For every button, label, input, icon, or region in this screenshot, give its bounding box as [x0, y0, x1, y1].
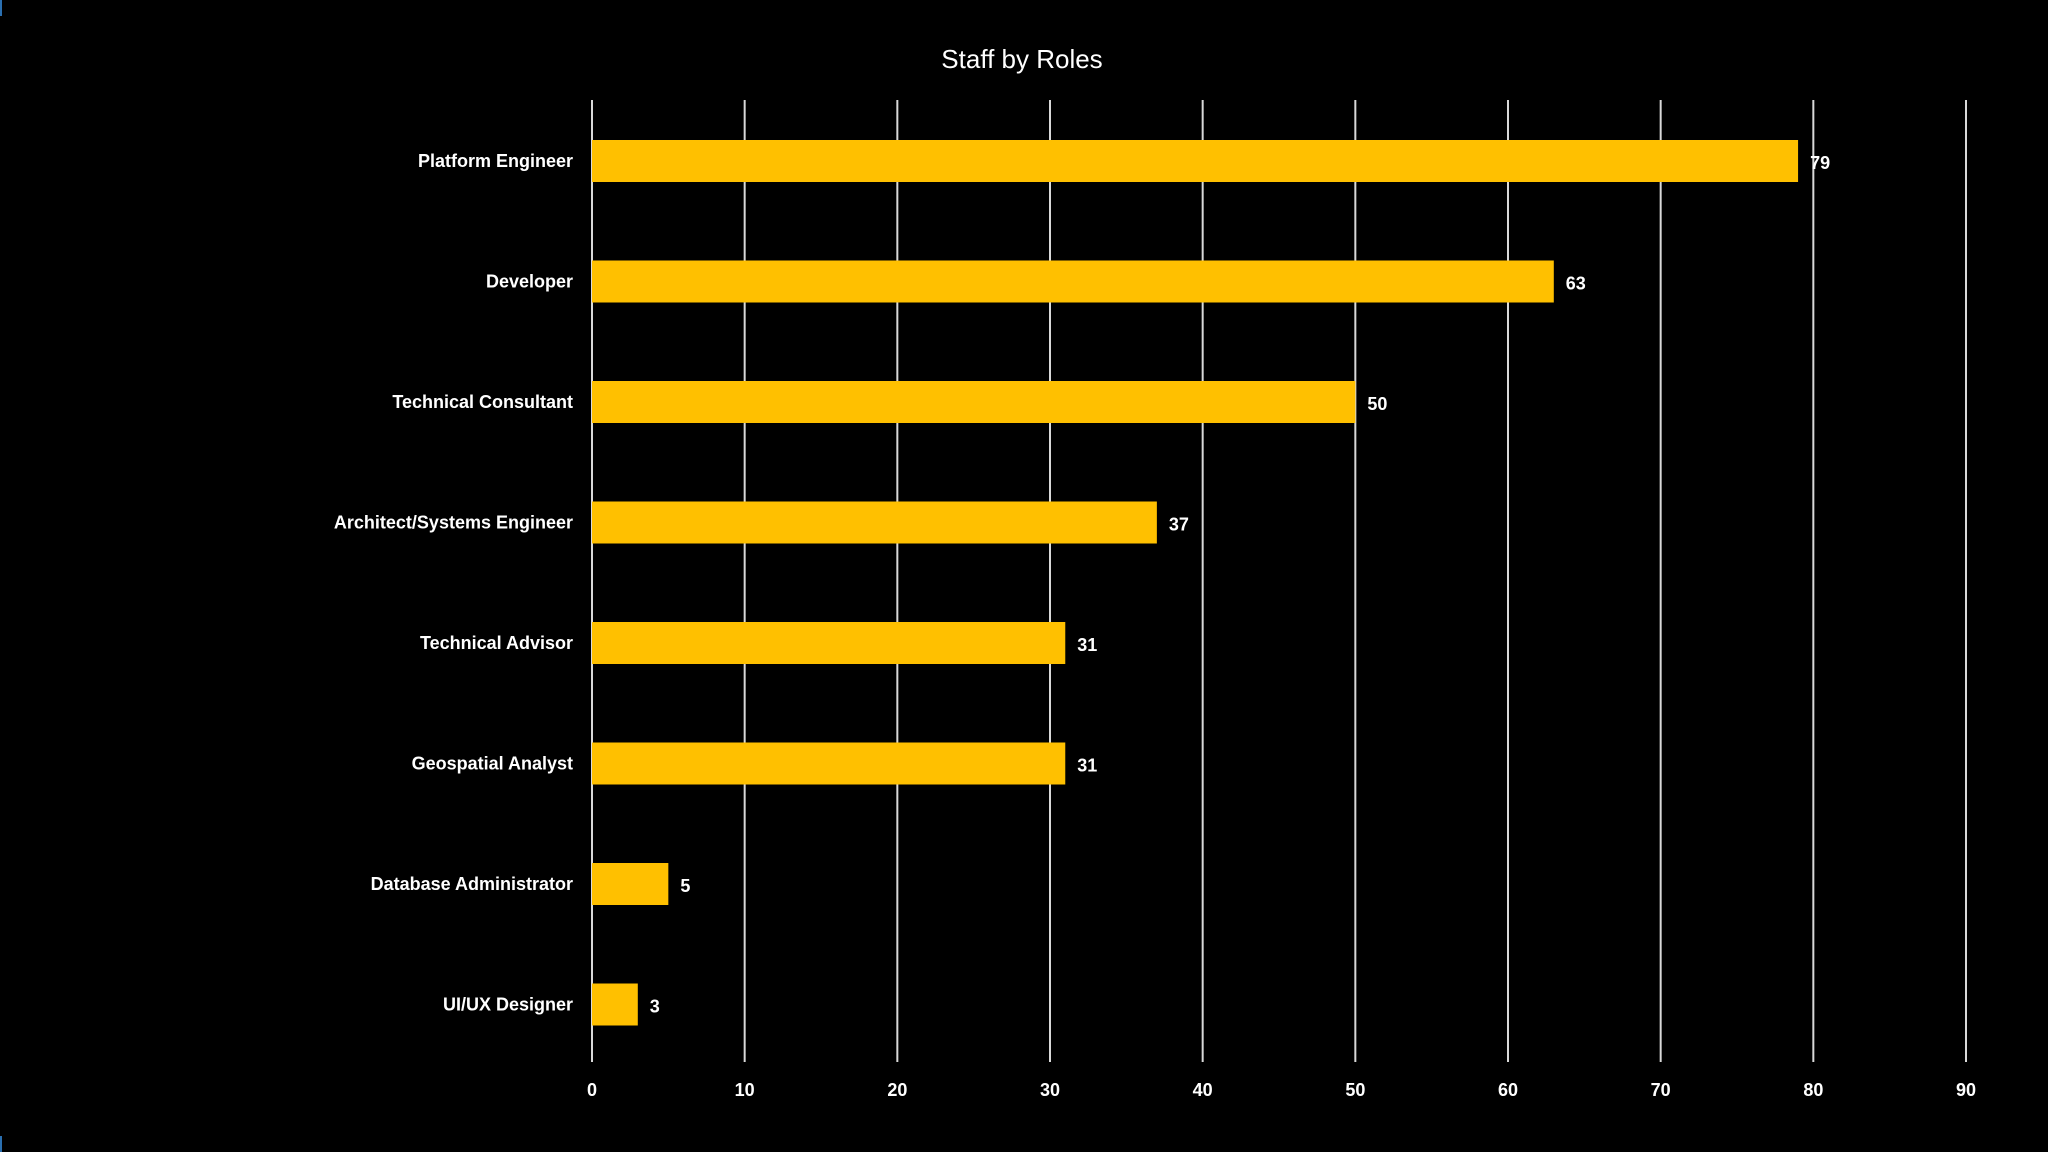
data-label: 79	[1810, 153, 1830, 173]
data-label: 50	[1367, 394, 1387, 414]
bar	[592, 742, 1066, 785]
data-label: 63	[1566, 274, 1586, 294]
data-label: 37	[1169, 515, 1189, 535]
x-axis-tick-labels: 0 10 20 30 40 50 60 70 80 90	[587, 1080, 1976, 1100]
gridlines	[591, 100, 1967, 1062]
category-label: Developer	[486, 272, 573, 292]
data-label: 31	[1077, 756, 1097, 776]
bar	[592, 140, 1799, 182]
bars	[592, 140, 1799, 1026]
bar	[592, 260, 1554, 303]
bar	[592, 863, 669, 905]
x-tick-label: 30	[1040, 1080, 1060, 1100]
category-labels: Platform Engineer Developer Technical Cons…	[334, 151, 573, 1015]
x-tick-label: 20	[887, 1080, 907, 1100]
x-tick-label: 60	[1498, 1080, 1518, 1100]
bar	[592, 501, 1157, 544]
category-label: Geospatial Analyst	[412, 754, 573, 774]
x-tick-label: 10	[735, 1080, 755, 1100]
category-label: Technical Advisor	[420, 633, 573, 653]
data-label: 3	[650, 997, 660, 1017]
category-label: Technical Consultant	[392, 392, 573, 412]
left-edge-marker-bottom	[0, 1136, 2, 1152]
x-tick-label: 90	[1956, 1080, 1976, 1100]
bar	[592, 622, 1066, 664]
category-label: Architect/Systems Engineer	[334, 513, 573, 533]
x-tick-label: 70	[1651, 1080, 1671, 1100]
left-edge-marker-top	[0, 0, 2, 16]
x-tick-label: 50	[1345, 1080, 1365, 1100]
category-label: UI/UX Designer	[443, 995, 573, 1015]
x-tick-label: 40	[1193, 1080, 1213, 1100]
data-label: 31	[1077, 635, 1097, 655]
bar	[592, 381, 1356, 423]
data-label: 5	[680, 876, 690, 896]
x-tick-label: 0	[587, 1080, 597, 1100]
chart-title: Staff by Roles	[941, 44, 1102, 74]
data-labels: 79 63 50 37 31 31 5 3	[650, 153, 1830, 1017]
category-label: Database Administrator	[371, 874, 573, 894]
x-tick-label: 80	[1803, 1080, 1823, 1100]
category-label: Platform Engineer	[418, 151, 573, 171]
bar	[592, 983, 638, 1026]
